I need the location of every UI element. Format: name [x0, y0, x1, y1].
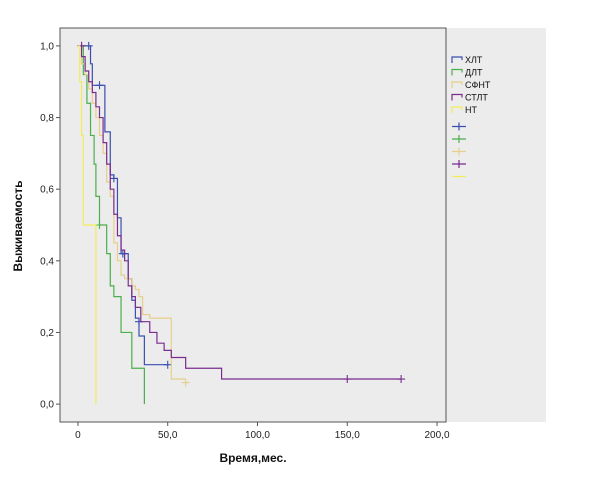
y-tick-label: 0,0: [40, 400, 54, 411]
series-line-2: [77, 45, 145, 405]
plot-background: [60, 28, 446, 422]
censor-mark: [118, 249, 127, 258]
y-axis-title: Выживаемость: [11, 180, 25, 271]
series-group: [77, 41, 406, 405]
legend-censor-symbol: [452, 135, 466, 143]
legend-label: ХЛТ: [465, 55, 483, 65]
legend-censor-symbol: [452, 160, 466, 168]
censor-mark: [95, 81, 104, 90]
series-line-3: [77, 45, 186, 380]
censor-mark: [397, 375, 406, 384]
legend: ХЛТ ДЛТ СФНТ СТЛТ НТ: [451, 55, 491, 178]
legend-label: НТ: [465, 105, 477, 115]
legend-label: СТЛТ: [465, 93, 488, 103]
x-tick-label: 50,0: [158, 430, 178, 441]
x-tick-label: 150,0: [335, 430, 360, 441]
censor-mark: [84, 41, 93, 50]
series-line-4: [77, 45, 402, 380]
x-tick-label: 0: [75, 430, 81, 441]
y-tick-label: 0,8: [40, 113, 54, 124]
y-axis: 0,0 0,2 0,4 0,6 0,8 1,0: [40, 41, 60, 411]
x-tick-label: 100,0: [245, 430, 270, 441]
legend-swatch: [451, 68, 463, 76]
censor-mark: [343, 375, 352, 384]
legend-swatch: [451, 56, 463, 63]
legend-background: [446, 28, 546, 422]
legend-label: ДЛТ: [465, 68, 483, 78]
censor-mark: [95, 221, 104, 229]
x-axis: 0 50,0 100,0 150,0 200,0: [75, 422, 450, 441]
censor-mark: [109, 174, 118, 183]
legend-censor-symbol: [452, 147, 466, 156]
legend-swatch: [451, 81, 463, 88]
legend-swatch: [451, 106, 463, 113]
x-tick-label: 200,0: [425, 430, 450, 441]
censor-mark: [181, 378, 190, 387]
x-axis-title: Время,мес.: [219, 451, 286, 465]
series-line-5: [77, 45, 97, 405]
plot-frame: [59, 27, 447, 423]
y-tick-label: 0,4: [40, 256, 54, 267]
y-tick-label: 0,6: [40, 185, 54, 196]
legend-label: СФНТ: [465, 80, 491, 90]
legend-swatch: [451, 93, 463, 101]
legend-censor-symbol: [452, 122, 466, 131]
y-tick-label: 1,0: [40, 41, 54, 52]
censor-mark: [163, 360, 172, 369]
y-tick-label: 0,2: [40, 328, 54, 339]
